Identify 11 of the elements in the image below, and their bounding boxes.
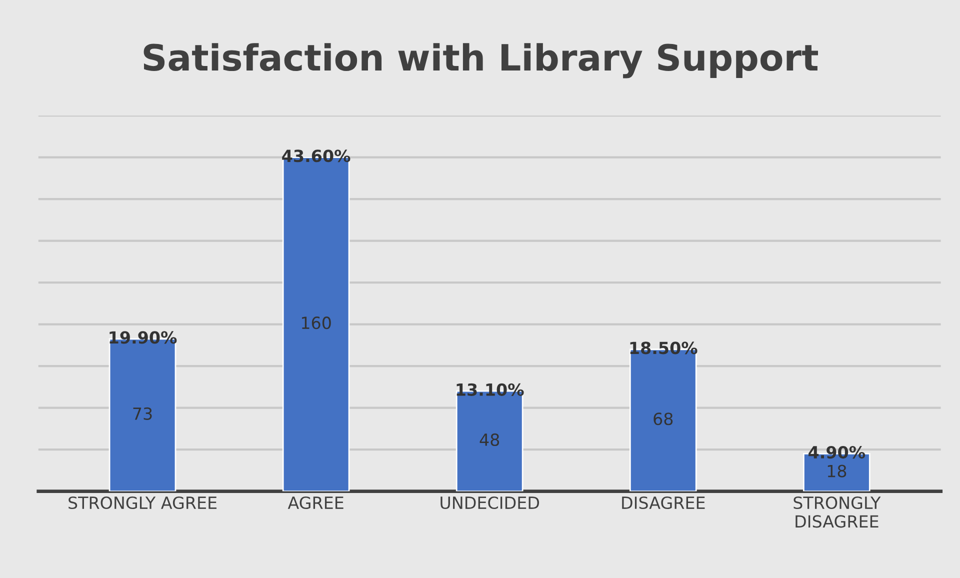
x-tick-label: AGREE — [288, 496, 344, 510]
chart-title: Satisfaction with Library Support — [144, 43, 818, 78]
data-label: 18 — [828, 464, 846, 478]
data-label: 48 — [480, 433, 500, 446]
x-tick-label: UNDECIDED — [440, 496, 540, 510]
x-tick-label: STRONGLY AGREE — [68, 496, 216, 510]
data-label: 73 — [133, 407, 152, 420]
data-label: 68 — [654, 412, 673, 426]
x-tick-label: DISAGREE — [622, 496, 705, 510]
x-tick-label: STRONGLY DISAGREE — [794, 496, 881, 528]
data-label: 160 — [302, 316, 331, 330]
